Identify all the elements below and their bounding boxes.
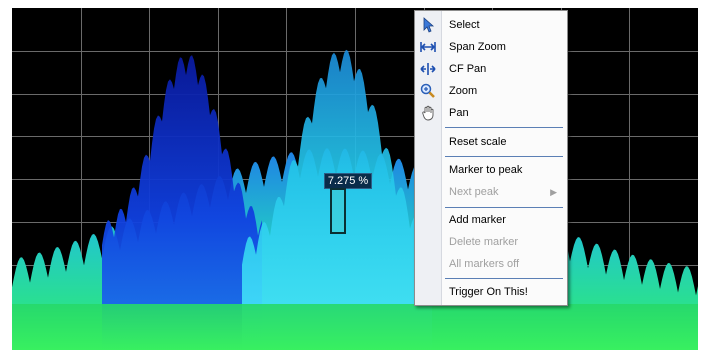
menu-item-span-zoom[interactable]: Span Zoom	[415, 36, 567, 58]
menu-item-pan[interactable]: Pan	[415, 102, 567, 124]
spectrum-trace	[12, 49, 698, 350]
spectrum-display[interactable]: 7.275 %	[12, 8, 698, 350]
menu-item-cf-pan[interactable]: CF Pan	[415, 58, 567, 80]
span-zoom-icon	[419, 39, 437, 55]
cf-pan-icon	[419, 61, 437, 77]
marker-readout: 7.275 %	[324, 173, 372, 189]
menu-icon-gutter	[415, 11, 442, 305]
marker-handle[interactable]	[330, 188, 346, 234]
submenu-arrow-icon: ▶	[550, 187, 557, 197]
spectrum-main-signal	[242, 49, 432, 350]
menu-separator	[445, 207, 563, 208]
menu-item-delete-marker[interactable]: Delete marker	[449, 236, 519, 248]
menu-item-zoom[interactable]: Zoom	[415, 80, 567, 102]
magnifier-icon	[419, 83, 437, 99]
menu-item-trigger-on-this[interactable]: Trigger On This!	[449, 286, 528, 298]
hand-icon	[419, 105, 437, 121]
menu-separator	[445, 156, 563, 157]
menu-item-marker-to-peak[interactable]: Marker to peak	[449, 164, 523, 176]
menu-item-next-peak[interactable]: Next peak ▶	[415, 181, 567, 203]
menu-item-add-marker[interactable]: Add marker	[449, 214, 506, 226]
menu-separator	[445, 127, 563, 128]
spectrum-left-signal	[102, 55, 262, 350]
arrow-cursor-icon	[419, 17, 437, 33]
menu-item-select[interactable]: Select	[415, 14, 567, 36]
menu-item-reset-scale[interactable]: Reset scale	[449, 136, 507, 148]
context-menu: Select Span Zoom CF Pan Zoom Pan	[414, 10, 568, 306]
menu-item-all-markers-off[interactable]: All markers off	[449, 258, 520, 270]
spectrum-baseline-band	[12, 304, 698, 350]
menu-separator	[445, 278, 563, 279]
